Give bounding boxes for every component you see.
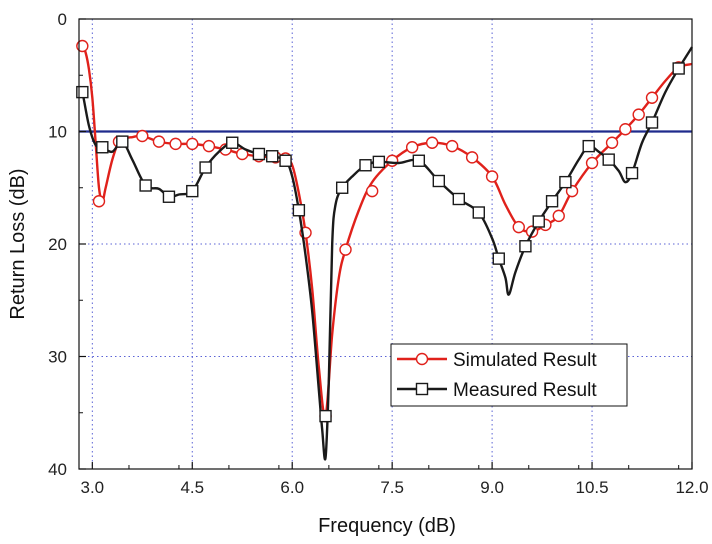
- data-point-measured-result: [96, 141, 109, 154]
- x-tick-label: 3.0: [81, 478, 105, 497]
- data-point-measured-result: [432, 174, 446, 188]
- data-point-measured-result: [559, 175, 572, 189]
- data-point-simulated-result: [92, 195, 106, 208]
- data-point-simulated-result: [585, 156, 599, 170]
- data-point-simulated-result: [565, 184, 579, 198]
- series-measured-result: [76, 46, 694, 461]
- data-point-simulated-result: [169, 137, 182, 151]
- legend-marker-measured: [415, 382, 429, 396]
- data-point-measured-result: [532, 215, 545, 228]
- y-axis-title: Return Loss (dB): [7, 168, 29, 319]
- data-point-simulated-result: [445, 139, 459, 153]
- data-point-measured-result: [519, 240, 532, 253]
- data-point-measured-result: [602, 153, 615, 166]
- y-tick-label: 0: [58, 10, 67, 29]
- data-point-simulated-result: [339, 243, 352, 256]
- data-point-measured-result: [452, 192, 465, 206]
- data-point-simulated-result: [512, 220, 525, 234]
- data-point-measured-result: [226, 136, 239, 149]
- data-point-measured-result: [266, 150, 279, 163]
- data-point-simulated-result: [632, 108, 645, 121]
- series-group: [76, 39, 694, 461]
- x-tick-label: 9.0: [480, 478, 504, 497]
- data-point-measured-result: [472, 206, 485, 219]
- data-point-measured-result: [116, 135, 129, 148]
- data-point-measured-result: [139, 179, 152, 192]
- data-point-simulated-result: [425, 136, 439, 149]
- legend-label-simulated: Simulated Result: [453, 350, 597, 371]
- data-point-simulated-result: [136, 129, 149, 143]
- data-point-measured-result: [335, 181, 349, 194]
- data-point-simulated-result: [186, 137, 199, 151]
- x-tick-label: 4.5: [180, 478, 204, 497]
- x-tick-label: 12.0: [675, 478, 708, 497]
- data-point-measured-result: [545, 195, 559, 208]
- data-point-measured-result: [252, 147, 266, 161]
- data-point-simulated-result: [385, 154, 399, 167]
- tick-labels: 3.0 4.5 6.0 7.5 9.0 10.5 12.0 0 10 20 30 40: [48, 10, 708, 497]
- data-point-measured-result: [76, 85, 89, 99]
- data-point-measured-result: [582, 139, 595, 153]
- y-tick-label: 10: [48, 123, 67, 142]
- x-tick-label: 7.5: [380, 478, 404, 497]
- data-point-measured-result: [372, 155, 386, 169]
- data-point-measured-result: [199, 161, 212, 174]
- data-point-measured-result: [292, 204, 306, 217]
- data-point-measured-result: [672, 62, 685, 75]
- legend-label-measured: Measured Result: [453, 380, 597, 401]
- data-point-simulated-result: [465, 151, 479, 164]
- data-point-simulated-result: [202, 139, 216, 153]
- y-tick-label: 20: [48, 235, 67, 254]
- data-point-measured-result: [319, 409, 332, 423]
- data-point-simulated-result: [645, 91, 659, 104]
- x-tick-label: 10.5: [576, 478, 609, 497]
- x-axis-title: Frequency (dB): [318, 515, 456, 537]
- data-point-measured-result: [492, 252, 505, 265]
- data-point-simulated-result: [552, 209, 565, 223]
- ticks: [78, 18, 693, 470]
- legend: Simulated Result Measured Result: [390, 343, 628, 407]
- legend-marker-simulated: [415, 352, 429, 366]
- x-tick-label: 6.0: [280, 478, 304, 497]
- data-point-simulated-result: [485, 170, 499, 183]
- data-point-simulated-result: [152, 135, 166, 148]
- data-point-simulated-result: [405, 141, 419, 154]
- data-point-measured-result: [645, 116, 659, 129]
- data-point-measured-result: [186, 184, 199, 198]
- data-point-measured-result: [625, 166, 639, 180]
- y-tick-label: 40: [48, 460, 67, 479]
- data-point-measured-result: [412, 154, 426, 167]
- data-point-simulated-result: [365, 184, 379, 198]
- data-point-measured-result: [359, 159, 372, 172]
- data-point-measured-result: [162, 190, 176, 203]
- data-point-simulated-result: [605, 136, 619, 149]
- data-point-measured-result: [279, 154, 292, 167]
- y-tick-label: 30: [48, 348, 67, 367]
- data-point-simulated-result: [619, 123, 632, 136]
- legend-box: [390, 343, 628, 407]
